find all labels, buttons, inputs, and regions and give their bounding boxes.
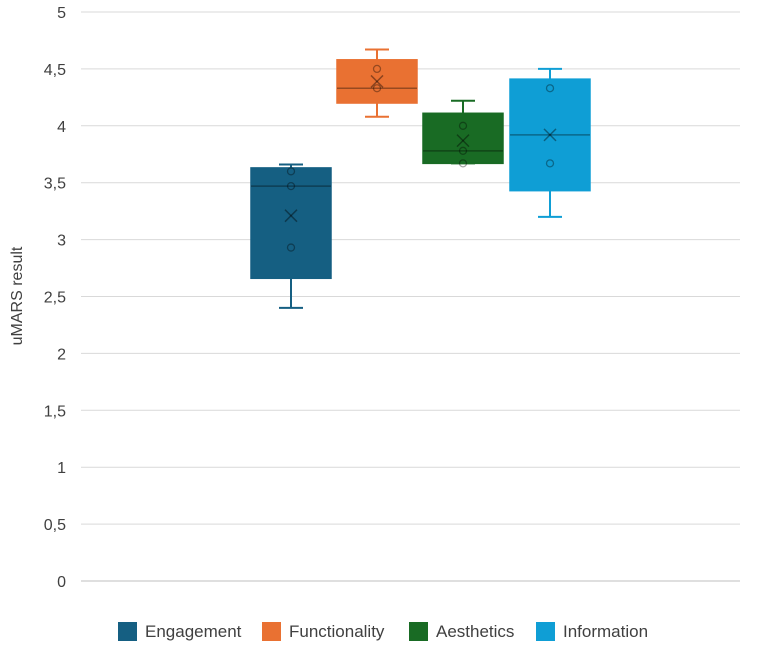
- box-iqr: [336, 59, 418, 104]
- box-information: [509, 67, 591, 218]
- y-tick-label: 2,5: [44, 290, 66, 307]
- legend-item-information: Information: [536, 622, 648, 641]
- y-tick-label: 3,5: [44, 176, 66, 193]
- y-tick-label: 0,5: [44, 517, 66, 534]
- y-tick-label: 1: [57, 460, 66, 477]
- boxes: [250, 48, 591, 309]
- legend-label: Engagement: [145, 622, 242, 641]
- data-point: [372, 64, 382, 74]
- data-point: [545, 159, 555, 168]
- data-point: [458, 159, 468, 168]
- data-point: [458, 146, 468, 155]
- box-functionality: [336, 48, 418, 118]
- legend-swatch: [118, 622, 137, 641]
- y-tick-label: 3: [57, 233, 66, 250]
- box-engagement: [250, 163, 332, 309]
- legend: Engagement Functionality Aesthetics Informa…: [118, 622, 648, 641]
- box-iqr: [509, 78, 591, 192]
- y-tick-label: 2: [57, 346, 66, 363]
- legend-label: Aesthetics: [436, 622, 514, 641]
- data-point: [286, 243, 296, 252]
- box-iqr: [422, 112, 504, 165]
- legend-swatch: [409, 622, 428, 641]
- data-point: [286, 181, 296, 191]
- y-axis-label: uMARS result: [9, 246, 26, 345]
- legend-label: Information: [563, 622, 648, 641]
- y-tick-label: 4: [57, 119, 66, 136]
- data-point: [372, 84, 382, 93]
- legend-swatch: [536, 622, 555, 641]
- y-tick-label: 4,5: [44, 62, 66, 79]
- data-point: [286, 167, 296, 176]
- mean-marker: [543, 128, 557, 142]
- legend-item-functionality: Functionality: [262, 622, 385, 641]
- y-tick-label: 0: [57, 574, 66, 591]
- legend-item-aesthetics: Aesthetics: [409, 622, 514, 641]
- box-aesthetics: [422, 99, 504, 168]
- mean-marker: [370, 74, 384, 88]
- legend-item-engagement: Engagement: [118, 622, 242, 641]
- mean-marker: [456, 134, 470, 148]
- y-tick-label: 1,5: [44, 403, 66, 420]
- y-axis-ticks: 0 0,5 1 1,5 2 2,5 3 3,5 4 4,5 5: [44, 5, 66, 591]
- legend-label: Functionality: [289, 622, 385, 641]
- data-point: [458, 121, 468, 130]
- legend-swatch: [262, 622, 281, 641]
- box-iqr: [250, 167, 332, 280]
- y-tick-label: 5: [57, 5, 66, 22]
- mean-marker: [284, 209, 298, 223]
- data-point: [545, 84, 555, 93]
